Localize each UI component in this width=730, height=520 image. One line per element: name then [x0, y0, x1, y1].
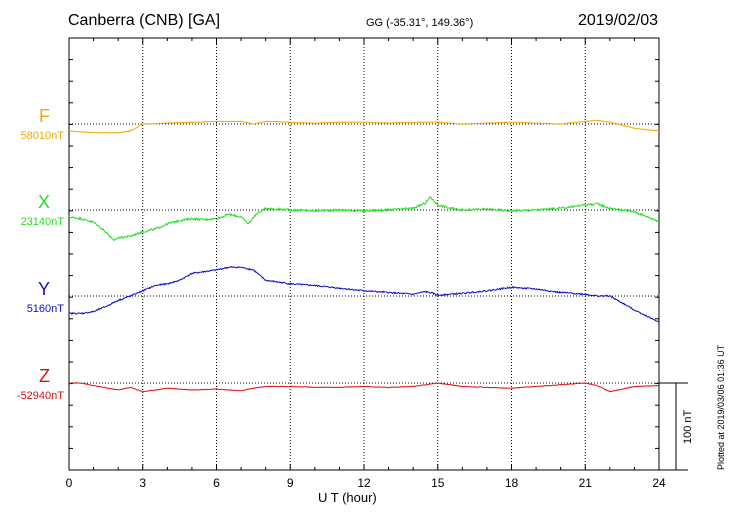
x-tick-label: 24 [652, 476, 666, 490]
grid [69, 38, 659, 470]
x-tick-label: 0 [66, 476, 73, 490]
component-baseline-f: 58010nT [20, 130, 64, 142]
x-tick-label: 9 [287, 476, 294, 490]
series-line-y [68, 265, 660, 323]
x-tick-label: 3 [139, 476, 146, 490]
component-baseline-x: 23140nT [20, 216, 64, 228]
component-letter-y: Y [37, 279, 50, 299]
component-letter-x: X [37, 192, 50, 212]
component-baseline-y: 5160nT [26, 303, 64, 315]
x-tick-label: 21 [579, 476, 593, 490]
x-axis-label: U T (hour) [318, 490, 377, 505]
series-lines [68, 119, 660, 393]
series-line-f [68, 119, 660, 134]
date-label: 2019/02/03 [578, 12, 659, 29]
x-tick-label: 12 [357, 476, 371, 490]
station-title: Canberra (CNB) [GA] [68, 12, 221, 29]
scale-bar [659, 382, 688, 471]
x-tick-label: 15 [431, 476, 445, 490]
x-tick-label: 6 [213, 476, 220, 490]
x-tick-label: 18 [505, 476, 519, 490]
axis-ticks: 0 3 6 9 12 15 18 21 24 [66, 38, 666, 490]
scale-bar-label: 100 nT [682, 409, 694, 444]
plotted-timestamp: Plotted at 2019/03/06 01:36 UT [716, 344, 726, 470]
coordinates-label: GG (-35.31°, 149.36°) [366, 17, 474, 29]
component-letter-z: Z [39, 366, 50, 386]
series-line-x [68, 196, 660, 242]
component-baseline-z: -52940nT [16, 390, 64, 402]
series-line-z [68, 382, 660, 393]
component-letter-f: F [39, 106, 50, 126]
